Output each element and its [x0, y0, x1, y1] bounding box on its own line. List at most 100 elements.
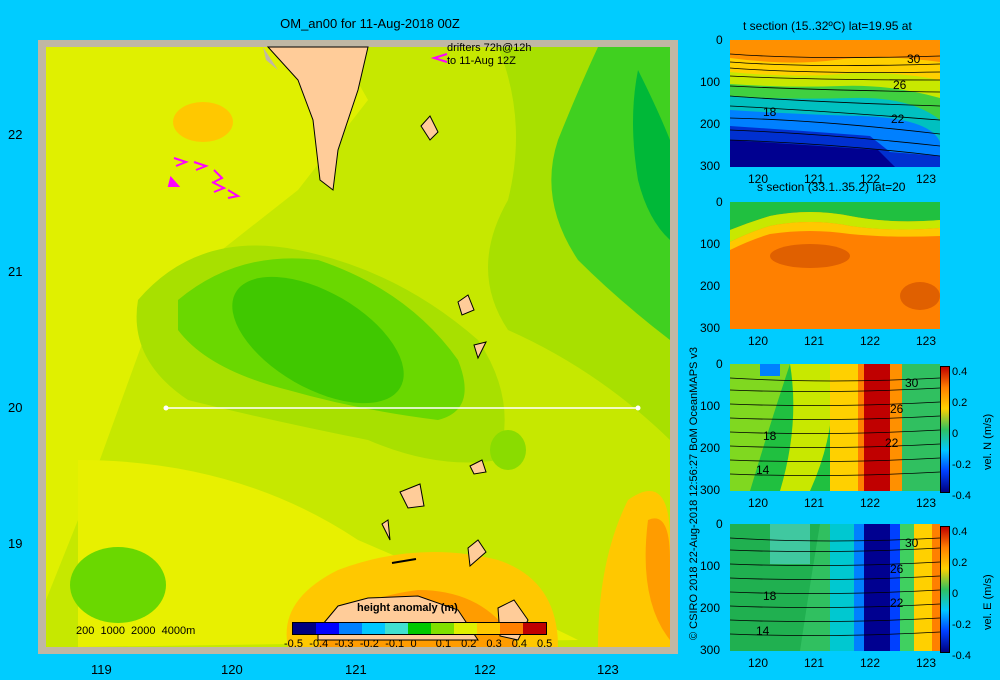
- panel-x-tick: 120: [748, 656, 769, 670]
- panel-title-t: t section (15..32ºC) lat=19.95 at: [743, 19, 912, 33]
- panel-colorbar-tick: 0: [952, 428, 959, 440]
- panel-colorbar-tick: -0.4: [952, 490, 971, 502]
- panel-x-tick: 123: [916, 172, 937, 186]
- contour-label: 14: [756, 463, 770, 477]
- map-y-tick: 19: [8, 536, 23, 551]
- vel-e-section-plot: [730, 524, 940, 651]
- colorbar-tick: 0.5: [537, 638, 553, 650]
- panel-y-tick: 300: [700, 321, 721, 335]
- map-x-tick: 120: [221, 662, 243, 677]
- contour-label: 18: [763, 429, 777, 443]
- colorbar-segment: [523, 623, 546, 634]
- colorbar-segment: [362, 623, 385, 634]
- panel-x-tick: 121: [804, 656, 825, 670]
- panel-y-tick: 100: [700, 237, 721, 251]
- panel-x-tick: 122: [860, 334, 881, 348]
- panel-y-tick: 0: [716, 33, 723, 47]
- contour-label: 18: [763, 589, 777, 603]
- colorbar-tick: -0.4: [309, 638, 329, 650]
- panel-y-tick: 0: [716, 195, 723, 209]
- credit-text: © CSIRO 2018 22-Aug-2018 12:56:27 BoM Oc…: [688, 346, 700, 640]
- colorbar-segment: [316, 623, 339, 634]
- panel-colorbar-tick: 0: [952, 588, 959, 600]
- panel-y-tick: 200: [700, 441, 721, 455]
- contour-label: 26: [890, 402, 904, 416]
- panel-x-tick: 121: [804, 496, 825, 510]
- drifters-line-1: drifters 72h@12h: [447, 42, 532, 54]
- colorbar-segment: [385, 623, 408, 634]
- map-y-tick: 22: [8, 127, 23, 142]
- colorbar-segment: [408, 623, 431, 634]
- vel-e-colorbar-label: vel. E (m/s): [982, 574, 994, 630]
- panel-x-tick: 120: [748, 496, 769, 510]
- colorbar-segment: [500, 623, 523, 634]
- t-section-plot: [730, 40, 940, 167]
- panel-x-tick: 121: [804, 172, 825, 186]
- colorbar-segment: [293, 623, 316, 634]
- panel-y-tick: 300: [700, 159, 721, 173]
- s-section-plot: [730, 202, 940, 329]
- panel-title-s: s section (33.1..35.2) lat=20: [757, 180, 906, 194]
- colorbar-tick: 0: [410, 638, 417, 650]
- map-x-tick: 122: [474, 662, 496, 677]
- panel-y-tick: 100: [700, 399, 721, 413]
- contour-label: 26: [893, 78, 907, 92]
- panel-y-tick: 300: [700, 643, 721, 657]
- colorbar-tick: -0.2: [359, 638, 379, 650]
- panel-x-tick: 123: [916, 496, 937, 510]
- map-y-tick: 21: [8, 264, 23, 279]
- panel-colorbar-tick: 0.2: [952, 557, 968, 569]
- panel-y-tick: 300: [700, 483, 721, 497]
- panel-colorbar-tick: 0.4: [952, 526, 968, 538]
- colorbar-tick: -0.1: [385, 638, 405, 650]
- panel-y-tick: 100: [700, 75, 721, 89]
- colorbar-segment: [477, 623, 500, 634]
- panel-colorbar-tick: -0.4: [952, 650, 971, 662]
- panel-y-tick: 200: [700, 117, 721, 131]
- contour-label: 22: [885, 436, 899, 450]
- panel-colorbar-tick: -0.2: [952, 619, 971, 631]
- map-x-tick: 121: [345, 662, 367, 677]
- panel-y-tick: 100: [700, 559, 721, 573]
- colorbar-tick: -0.3: [334, 638, 354, 650]
- map-x-tick: 119: [91, 662, 112, 677]
- panel-y-tick: 200: [700, 601, 721, 615]
- panel-x-tick: 120: [748, 334, 769, 348]
- panel-colorbar-tick: -0.2: [952, 459, 971, 471]
- panel-x-tick: 122: [860, 496, 881, 510]
- contour-label: 22: [891, 112, 905, 126]
- colorbar-segment: [454, 623, 477, 634]
- colorbar-title: height anomaly (m): [357, 602, 458, 614]
- contour-label: 30: [905, 376, 919, 390]
- colorbar-tick: 0.3: [486, 638, 502, 650]
- vel-n-colorbar: [940, 366, 950, 493]
- contour-label: 30: [907, 52, 921, 66]
- colorbar-tick: 0.4: [511, 638, 527, 650]
- map-colorbar: [292, 622, 547, 635]
- map-colorbar-ticks: -0.5 -0.4 -0.3 -0.2 -0.1 0 0.1 0.2 0.3 0.4 0.5: [280, 638, 560, 652]
- panel-x-tick: 122: [860, 172, 881, 186]
- contour-label: 14: [756, 624, 770, 638]
- vel-n-section-plot: [730, 364, 940, 491]
- panel-x-tick: 123: [916, 334, 937, 348]
- panel-x-tick: 121: [804, 334, 825, 348]
- panel-colorbar-tick: 0.4: [952, 366, 968, 378]
- height-anomaly-map: [38, 40, 678, 654]
- panel-y-tick: 0: [716, 357, 723, 371]
- panel-x-tick: 120: [748, 172, 769, 186]
- contour-label: 18: [763, 105, 777, 119]
- contour-label: 26: [890, 562, 904, 576]
- colorbar-tick: 0.1: [435, 638, 452, 650]
- colorbar-tick: -0.5: [284, 638, 303, 650]
- vel-e-colorbar: [940, 526, 950, 653]
- depth-legend: 200 1000 2000 4000m: [76, 625, 196, 637]
- panel-x-tick: 123: [916, 656, 937, 670]
- map-y-tick: 20: [8, 400, 23, 415]
- drifters-line-2: to 11-Aug 12Z: [447, 55, 516, 67]
- panel-colorbar-tick: 0.2: [952, 397, 968, 409]
- panel-y-tick: 200: [700, 279, 721, 293]
- panel-x-tick: 122: [860, 656, 881, 670]
- contour-label: 30: [905, 536, 919, 550]
- panel-y-tick: 0: [716, 517, 723, 531]
- map-title: OM_an00 for 11-Aug-2018 00Z: [280, 16, 460, 31]
